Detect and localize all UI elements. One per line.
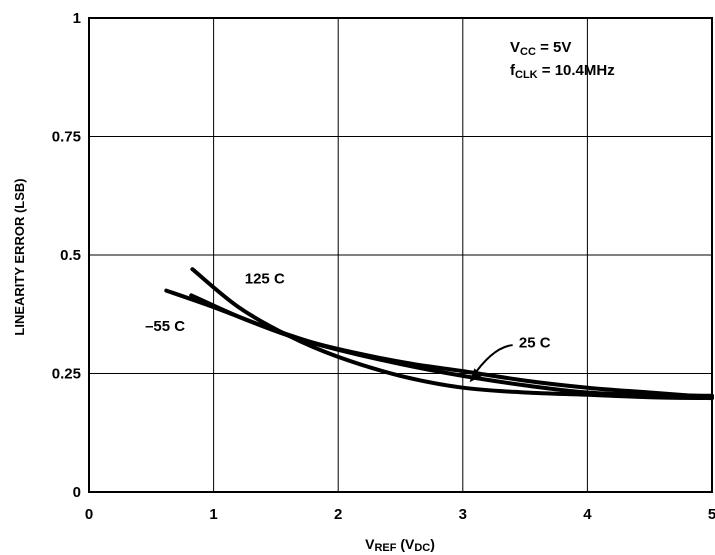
tick-labels: 0 1 2 3 4 5 0 0.25 0.5 0.75 1 (52, 10, 715, 523)
y-tick-label: 1 (73, 10, 81, 27)
x-tick-label: 0 (85, 506, 93, 523)
x-axis-label: VREF (VDC) (365, 536, 435, 554)
curve-label: 25 C (519, 334, 551, 351)
y-tick-label: 0.5 (60, 247, 81, 264)
vcc-condition: VCC = 5V (510, 39, 571, 58)
plot-frame (88, 17, 713, 493)
y-axis-label: LINEARITY ERROR (LSB) (12, 178, 27, 335)
x-tick-label: 1 (209, 506, 217, 523)
plot-border (88, 17, 713, 493)
curve-series-2 (189, 293, 714, 398)
curve-labels: 125 C –55 C 25 C (145, 270, 551, 383)
curve-series-0 (190, 267, 714, 401)
y-tick-label: 0 (73, 484, 81, 501)
curve-label: 125 C (245, 270, 285, 287)
y-tick-label: 0.75 (52, 129, 81, 146)
curve-label: –55 C (145, 318, 185, 335)
fclk-condition: fCLK = 10.4MHz (510, 62, 615, 81)
x-tick-label: 2 (334, 506, 342, 523)
x-tick-label: 5 (708, 506, 715, 523)
x-tick-label: 4 (583, 506, 592, 523)
grid-lines (89, 18, 712, 492)
arrow-head (469, 368, 482, 383)
x-tick-label: 3 (459, 506, 467, 523)
conditions-box: VCC = 5V fCLK = 10.4MHz (510, 39, 615, 81)
curves (164, 267, 714, 401)
curve-series-1 (164, 288, 714, 400)
y-tick-label: 0.25 (52, 366, 81, 383)
